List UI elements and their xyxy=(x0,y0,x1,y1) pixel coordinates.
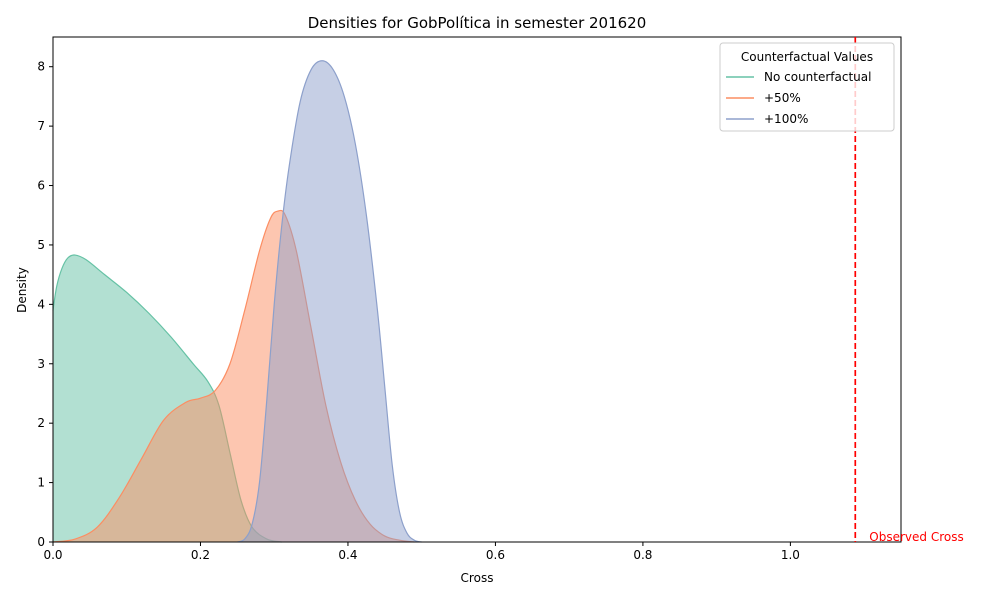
plot-frame xyxy=(52,36,902,543)
density-line-plus-100 xyxy=(237,60,422,543)
y-tick-label: 4 xyxy=(37,297,45,311)
x-tick-label: 0.8 xyxy=(633,548,652,562)
y-tick-label: 0 xyxy=(37,535,45,549)
legend-box xyxy=(719,42,895,132)
observed-cross-label: Observed Cross xyxy=(869,530,963,544)
y-tick-label: 1 xyxy=(37,476,45,490)
y-tick-label: 6 xyxy=(37,179,45,193)
y-tick-label: 2 xyxy=(37,416,45,430)
legend-entry-label: +100% xyxy=(764,112,808,126)
x-tick-label: 0.6 xyxy=(486,548,505,562)
legend-entry-label: No counterfactual xyxy=(764,70,871,84)
legend-entry-label: +50% xyxy=(764,91,801,105)
x-tick-label: 0.2 xyxy=(191,548,210,562)
y-tick-label: 7 xyxy=(37,119,45,133)
chart-title: Densities for GobPolítica in semester 20… xyxy=(308,14,647,32)
x-tick-label: 0.4 xyxy=(338,548,357,562)
density-area-plus-100 xyxy=(237,60,422,542)
y-axis-label: Density xyxy=(15,267,29,313)
y-tick-label: 3 xyxy=(37,357,45,371)
y-tick-label: 8 xyxy=(37,60,45,74)
axes-layer: 0.0 0.2 0.4 0.6 0.8 1.0 0 1 2 3 4 5 6 7 8 xyxy=(37,36,902,562)
legend: Counterfactual Values No counterfactual +5… xyxy=(719,42,895,132)
x-axis-label: Cross xyxy=(461,571,494,585)
legend-title: Counterfactual Values xyxy=(741,50,873,64)
x-tick-label: 1.0 xyxy=(781,548,800,562)
y-tick-label: 5 xyxy=(37,238,45,252)
series-layer xyxy=(52,60,422,543)
x-tick-label: 0.0 xyxy=(43,548,62,562)
